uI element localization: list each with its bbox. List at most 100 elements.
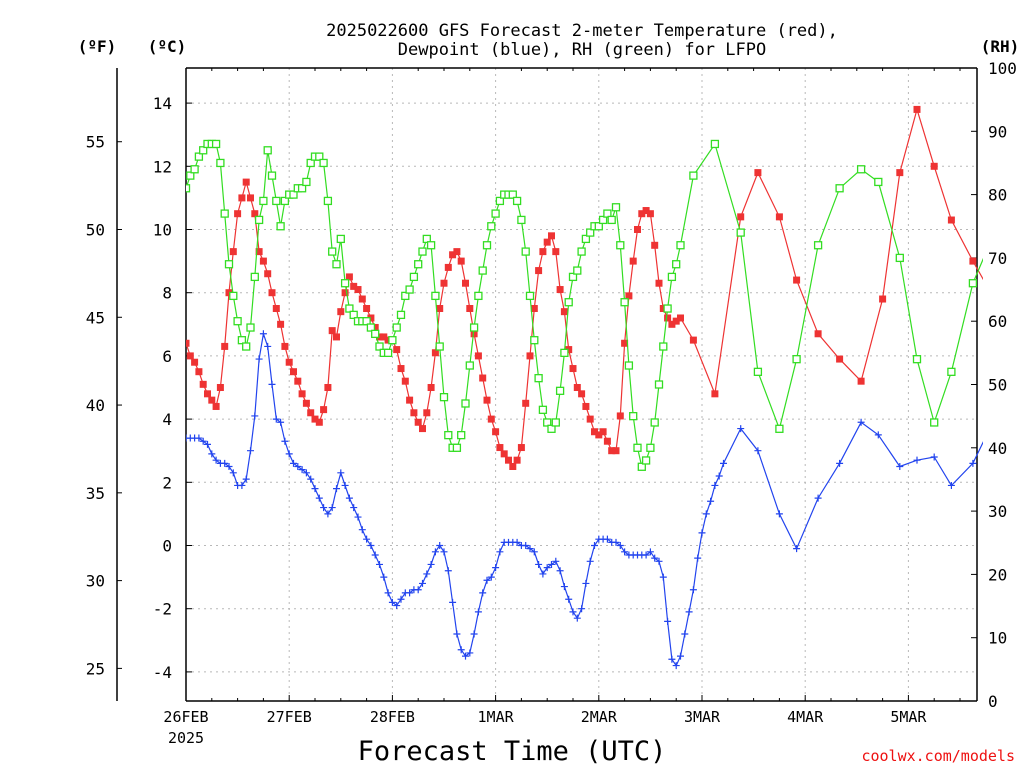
rh-point bbox=[242, 342, 251, 351]
rh-point bbox=[564, 298, 573, 307]
rh-point bbox=[220, 209, 229, 218]
dewpoint-point bbox=[947, 481, 955, 489]
dewpoint-point bbox=[388, 598, 396, 606]
temperature-point bbox=[212, 402, 220, 410]
rh-point bbox=[594, 222, 603, 231]
rh-point bbox=[598, 215, 608, 225]
rh-point bbox=[616, 241, 625, 250]
dewpoint-point bbox=[195, 434, 203, 442]
rh-point bbox=[396, 310, 406, 320]
rh-point bbox=[650, 418, 659, 427]
rh-point bbox=[383, 348, 393, 358]
rh-point bbox=[375, 342, 384, 351]
temperature-point bbox=[431, 349, 439, 357]
temperature-point bbox=[414, 418, 422, 426]
dewpoint-point bbox=[367, 542, 375, 549]
temperature-point bbox=[376, 333, 383, 341]
rh-point bbox=[586, 228, 595, 237]
dewpoint-point bbox=[324, 510, 332, 518]
celsius-tick-label: 12 bbox=[153, 157, 172, 176]
rh-point bbox=[349, 310, 358, 320]
dewpoint-point bbox=[345, 494, 353, 502]
chart-title-line1: 2025022600 GFS Forecast 2-meter Temperat… bbox=[326, 21, 838, 41]
rh-point bbox=[186, 171, 195, 180]
tick-labels: 26FEB 27FEB 28FEB 1MAR 2MAR 3MAR 4MAR 5MAR -4 -2 0… bbox=[86, 59, 1017, 726]
temperature-point bbox=[543, 238, 551, 246]
temperature-point bbox=[225, 289, 233, 297]
rh-point bbox=[530, 336, 539, 345]
temperature-point bbox=[462, 279, 469, 287]
rh-point bbox=[469, 323, 479, 332]
dewpoint-point bbox=[406, 589, 414, 597]
rh-point bbox=[508, 190, 517, 199]
rh-point bbox=[620, 298, 629, 307]
celsius-tick-label: 8 bbox=[162, 284, 172, 303]
temperature-point bbox=[358, 295, 366, 303]
temperature-point bbox=[367, 314, 375, 322]
temperature-point bbox=[470, 330, 478, 338]
dewpoint-point bbox=[333, 485, 340, 493]
dewpoint-point bbox=[462, 652, 469, 660]
temperature-point bbox=[354, 286, 362, 294]
dewpoint-point bbox=[913, 456, 921, 464]
rh-point bbox=[629, 411, 638, 421]
dewpoint-point bbox=[376, 560, 383, 568]
dewpoint-point bbox=[212, 456, 220, 464]
dewpoint-point bbox=[315, 494, 323, 502]
rh-point bbox=[672, 260, 681, 269]
dewpoint-point bbox=[247, 447, 254, 455]
temperature-point bbox=[479, 374, 487, 382]
dewpoint-point bbox=[440, 548, 448, 556]
temperature-point bbox=[259, 257, 267, 265]
dewpoint-point bbox=[702, 510, 710, 518]
temperature-point bbox=[272, 305, 280, 312]
rh-point bbox=[633, 443, 642, 452]
rh-point bbox=[224, 260, 234, 269]
temperature-point bbox=[186, 339, 190, 347]
dewpoint-point bbox=[492, 564, 500, 572]
dewpoint-point bbox=[328, 504, 336, 512]
temperature-point bbox=[496, 444, 504, 452]
temperature-point bbox=[655, 279, 663, 287]
dewpoint-point bbox=[522, 542, 530, 549]
dewpoint-point bbox=[251, 412, 259, 420]
dewpoint-point bbox=[397, 595, 405, 603]
temperature-point bbox=[569, 365, 577, 373]
rh-point bbox=[525, 291, 535, 301]
temperature-point bbox=[552, 248, 560, 256]
dewpoint-point bbox=[612, 538, 620, 546]
dewpoint-point bbox=[311, 485, 319, 493]
temperature-point bbox=[251, 210, 259, 218]
x-tick-label: 27FEB bbox=[267, 708, 312, 726]
dewpoint-point bbox=[591, 542, 598, 549]
temperature-point bbox=[530, 305, 538, 312]
rh-point bbox=[254, 215, 264, 225]
rh-point bbox=[491, 209, 500, 218]
rh-point bbox=[663, 304, 672, 313]
dewpoint-point bbox=[496, 548, 504, 556]
temperature-point bbox=[268, 289, 276, 297]
rh-point bbox=[452, 443, 462, 452]
dewpoint-point bbox=[208, 450, 216, 458]
dewpoint-point bbox=[681, 630, 689, 638]
rh-point bbox=[676, 241, 685, 250]
temperature-point bbox=[208, 396, 216, 404]
dewpoint-point bbox=[229, 469, 237, 477]
temperature-point bbox=[616, 412, 624, 420]
temperature-point bbox=[565, 346, 573, 354]
dewpoint-point bbox=[431, 548, 439, 556]
temperature-point bbox=[333, 333, 340, 341]
dewpoint-point bbox=[221, 459, 229, 467]
x-tick-label: 1MAR bbox=[478, 708, 515, 726]
dewpoint-point bbox=[991, 416, 998, 423]
rh-point bbox=[930, 418, 939, 427]
rh-point bbox=[401, 291, 410, 301]
temperature-point bbox=[294, 377, 302, 385]
dewpoint-point bbox=[711, 481, 719, 489]
rh-point bbox=[237, 336, 247, 345]
celsius-tick-label: 10 bbox=[153, 221, 172, 240]
dewpoint-point bbox=[290, 459, 297, 467]
rh-point bbox=[753, 367, 763, 376]
temperature-point bbox=[315, 418, 323, 426]
